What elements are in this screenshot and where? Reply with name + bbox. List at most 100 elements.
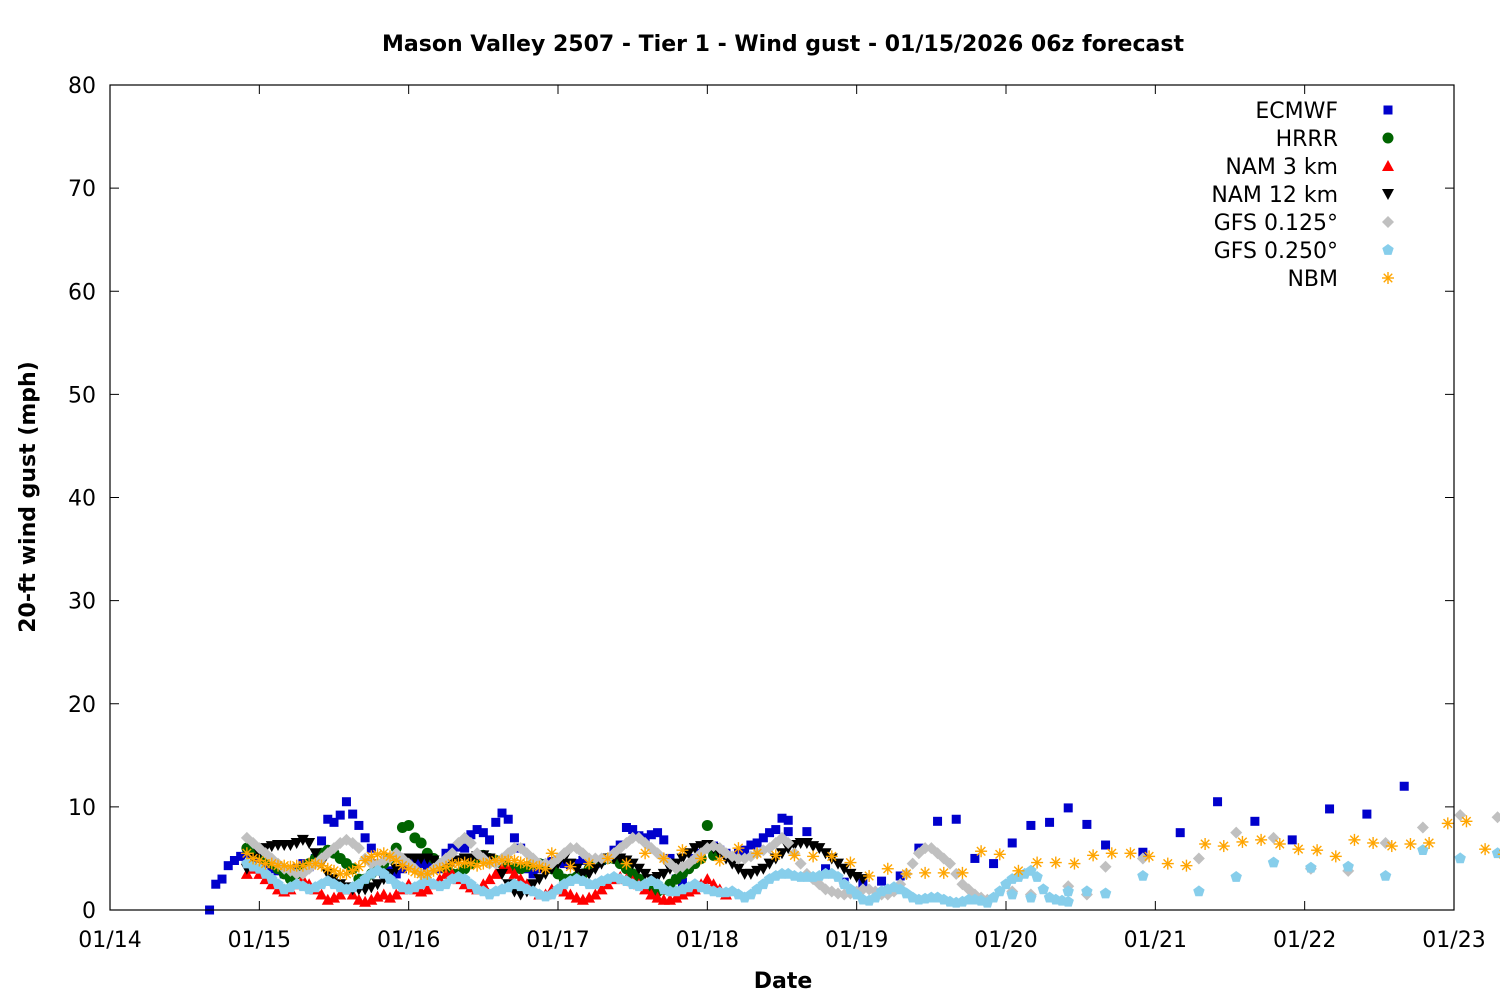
chart-title: Mason Valley 2507 - Tier 1 - Wind gust -… [382,32,1184,57]
plot-frame [109,84,1455,911]
data-point-nam-3-km [595,883,608,895]
data-point-hrrr [701,819,713,831]
legend-marker-gfs-0-125 [1382,216,1394,228]
data-point-ecmwf [491,817,501,827]
data-point-ecmwf [646,830,656,840]
data-point-ecmwf [783,827,793,837]
data-point-nbm [1311,844,1324,857]
data-point-ecmwf [621,823,631,832]
x-tick-label: 01/17 [526,928,589,953]
data-point-nam-12-km [676,853,689,865]
data-point-nbm [1329,850,1342,863]
data-point-nam-12-km [533,874,546,886]
data-point-nam-12-km [763,858,776,870]
data-point-nbm [545,847,558,860]
data-point-nam-3-km [384,891,396,903]
data-point-nam-12-km [496,868,508,880]
x-tick-label: 01/22 [1273,928,1336,953]
data-point-ecmwf [752,838,762,848]
data-point-ecmwf [677,877,687,887]
data-point-nam-3-km [589,888,602,900]
data-point-nbm [1105,847,1118,860]
data-point-nbm [863,869,876,882]
data-point-ecmwf [354,820,364,830]
legend-label: HRRR [1276,127,1338,152]
data-point-gfs-0-250 [1062,895,1074,907]
data-point-ecmwf [1026,820,1036,830]
data-point-ecmwf [777,813,787,823]
data-point-gfs-0-125 [732,852,745,865]
data-point-ecmwf [1138,847,1148,857]
legend-label: NBM [1287,267,1338,292]
series-gfs-0-250 [241,844,1500,908]
data-point-gfs-0-250 [1025,891,1037,903]
data-point-gfs-0-125 [1416,821,1429,834]
axis-ticks: 0 10 20 30 40 50 60 70 80 01/14 01/15 01/16 01/17 01/… [68,74,1486,953]
data-point-ecmwf [317,836,327,846]
data-point-gfs-0-125 [1136,852,1149,865]
legend-label: GFS 0.250° [1214,239,1338,264]
data-point-nbm [1012,864,1025,877]
data-point-ecmwf [466,830,476,840]
legend-marker-hrrr [1382,132,1394,144]
x-tick-label: 01/23 [1422,928,1485,953]
data-point-nbm [639,847,652,860]
data-point-gfs-0-250 [1081,885,1093,897]
data-point-ecmwf [802,827,812,837]
data-point-ecmwf [970,853,980,863]
data-point-nbm [713,854,726,867]
data-point-ecmwf [217,874,227,884]
data-point-nam-3-km [564,888,577,900]
data-point-nbm [1460,815,1473,828]
data-point-gfs-0-250 [1137,870,1149,881]
legend-marker-nam-12-km [1382,189,1394,200]
data-point-ecmwf [1399,781,1409,791]
data-point-ecmwf [360,833,370,843]
data-point-ecmwf [1082,819,1092,829]
x-tick-label: 01/15 [228,928,291,953]
data-point-nam-3-km [508,867,521,879]
data-point-gfs-0-125 [564,842,577,855]
data-point-nam-3-km [489,867,502,879]
data-point-gfs-0-125 [446,847,459,860]
y-tick-label: 70 [68,177,96,202]
data-point-gfs-0-250 [832,871,844,882]
data-point-nbm [359,854,372,867]
y-tick-label: 40 [68,487,96,512]
data-point-nbm [657,852,670,865]
data-point-nbm [695,852,708,865]
data-point-nam-3-km [421,883,434,895]
data-point-nam-3-km [670,891,683,903]
data-point-nbm [284,860,297,873]
y-tick-label: 10 [68,796,96,821]
data-point-gfs-0-125 [906,857,919,870]
data-point-nbm [751,847,764,860]
data-point-nbm [956,866,969,879]
data-point-ecmwf [765,828,775,838]
data-point-nbm [533,860,546,873]
x-tick-label: 01/18 [676,928,739,953]
data-point-ecmwf [422,861,432,871]
data-point-nbm [937,866,950,879]
data-point-nbm [1124,847,1137,860]
data-point-nbm [390,854,403,867]
data-point-nbm [919,866,932,879]
data-point-nbm [1292,843,1305,856]
x-tick-label: 01/16 [377,928,440,953]
data-point-gfs-0-125 [464,836,477,849]
data-point-nbm [601,852,614,865]
data-point-nam-3-km [334,888,347,900]
data-point-nbm [1273,838,1286,850]
legend-marker-nbm [1382,272,1394,284]
data-point-gfs-0-125 [944,857,956,870]
data-point-ecmwf [659,835,669,845]
data-point-nbm [240,847,253,860]
data-point-nam-12-km [290,837,303,849]
data-point-gfs-0-125 [1230,826,1243,839]
data-point-nam-12-km [819,848,832,860]
x-tick-label: 01/19 [825,928,888,953]
data-point-nbm [807,850,820,863]
data-point-ecmwf [528,869,538,879]
data-point-ecmwf [578,856,588,865]
data-point-ecmwf [895,871,905,881]
